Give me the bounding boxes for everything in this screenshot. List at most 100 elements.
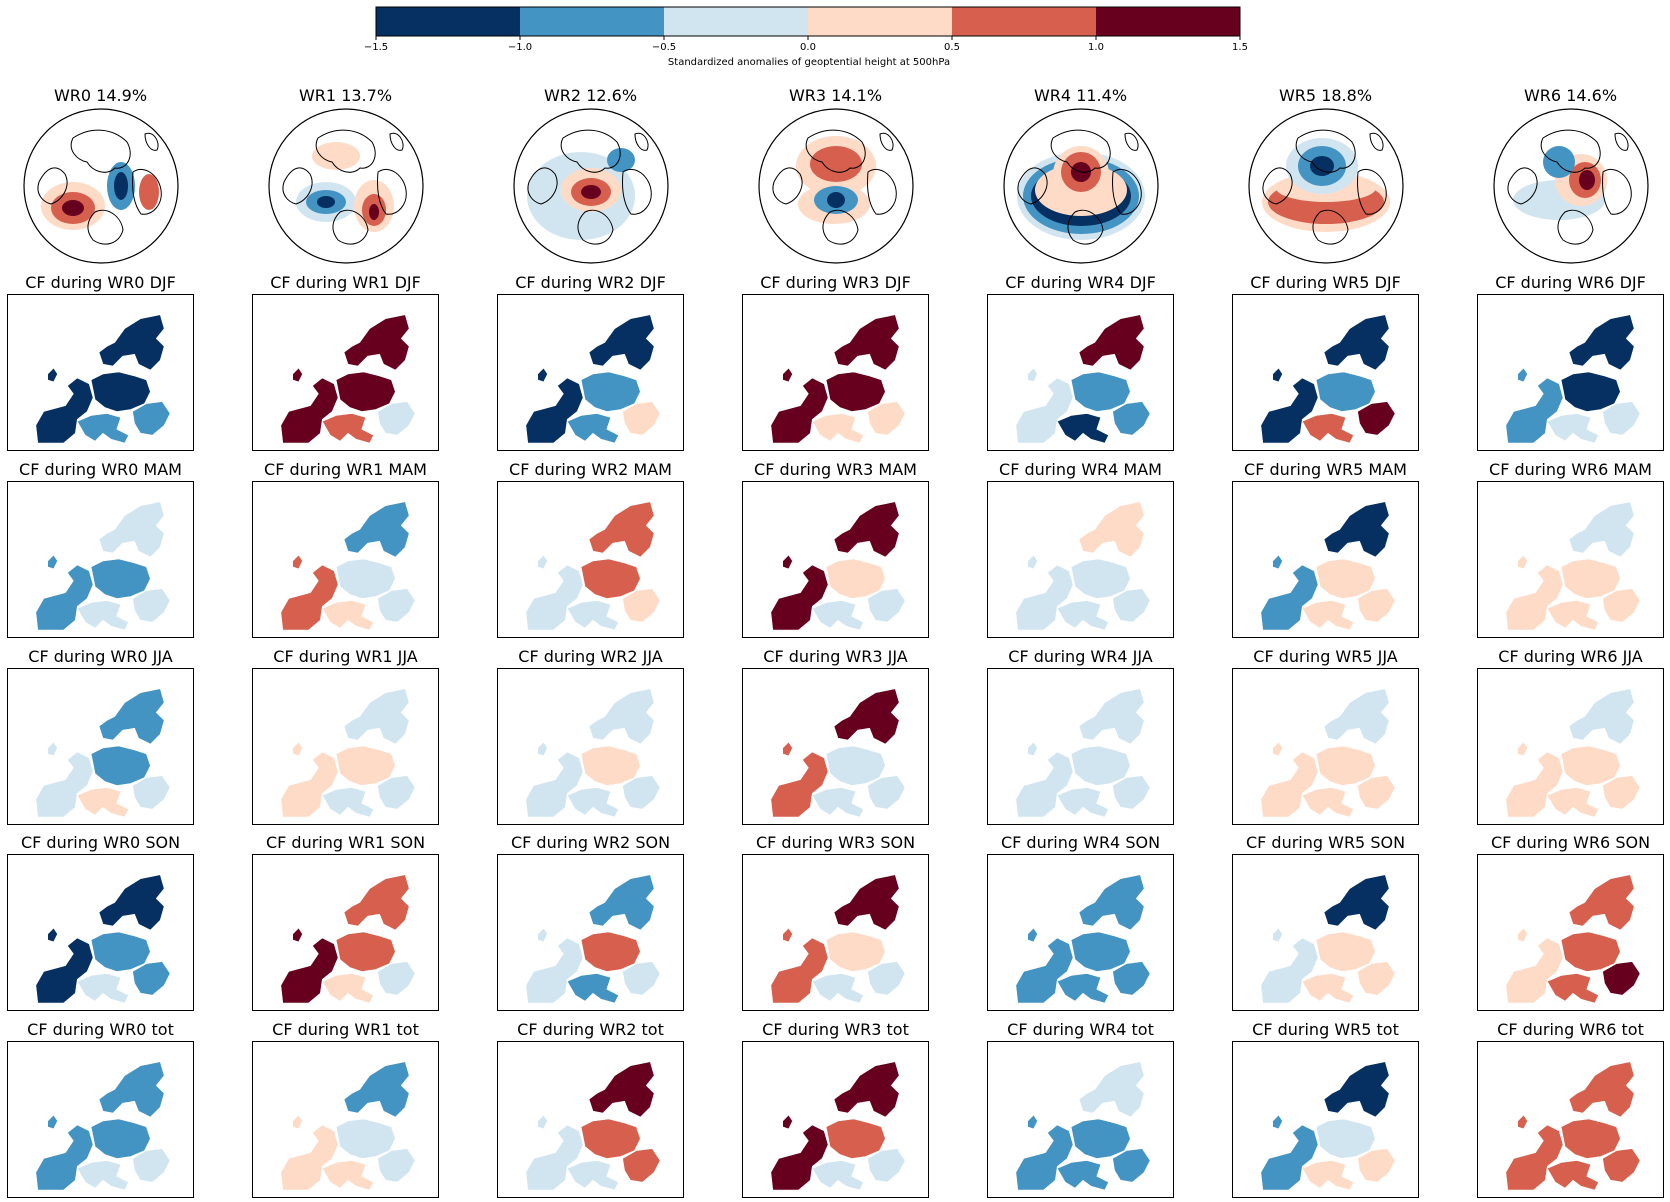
regime-globe-map (1002, 108, 1159, 264)
cf-region-central (90, 931, 151, 972)
coastline (621, 168, 652, 215)
cf-region-east (867, 961, 906, 996)
cf-region-central (580, 371, 641, 412)
cf-panel-title: CF during WR3 tot (762, 1020, 909, 1039)
cf-region-north (1078, 688, 1145, 745)
cf-region-east (377, 961, 416, 996)
cf-region-north (833, 688, 900, 745)
coastline (527, 167, 558, 205)
cf-map-frame (497, 481, 684, 638)
cf-region-north (98, 1061, 165, 1118)
cf-region-islands (1517, 927, 1528, 943)
cf-region-west (770, 564, 829, 631)
anomaly-contour (316, 196, 335, 208)
cf-map (280, 874, 416, 1004)
cf-region-west (525, 564, 584, 631)
cf-panel-title: CF during WR0 SON (20, 833, 181, 852)
cf-panel-title: CF during WR6 MAM (1489, 460, 1652, 479)
cf-region-central (335, 1118, 396, 1159)
coastline (87, 209, 124, 245)
cf-region-islands (1517, 741, 1528, 757)
cf-region-central (1070, 371, 1131, 412)
cf-region-central (1315, 1118, 1376, 1159)
cf-region-east (1357, 588, 1396, 623)
cf-map (525, 314, 661, 444)
cf-region-central (1070, 1118, 1131, 1159)
cf-map-frame (1477, 1041, 1664, 1198)
cf-map-frame (742, 294, 929, 451)
cf-region-north (1078, 874, 1145, 931)
cf-region-east (867, 401, 906, 436)
cf-map (35, 501, 171, 631)
globe-outline (1247, 108, 1404, 264)
cf-map (280, 1061, 416, 1191)
cf-panel-title: CF during WR4 tot (1007, 1020, 1154, 1039)
cf-region-central (1070, 558, 1131, 599)
cf-panel-title: CF during WR1 SON (265, 833, 426, 852)
cf-region-south (1301, 973, 1355, 1004)
cf-region-islands (1027, 927, 1038, 943)
coastline (878, 132, 893, 151)
regime-globe (267, 107, 425, 265)
cf-region-north (588, 874, 655, 931)
cf-panel-title: CF during WR3 DJF (760, 273, 911, 292)
cf-region-east (867, 775, 906, 810)
cf-region-west (770, 937, 829, 1004)
cf-region-islands (1272, 927, 1283, 943)
cf-map (1260, 1061, 1396, 1191)
cf-map-frame (1232, 1041, 1419, 1198)
anomaly-contour (113, 172, 128, 200)
cf-region-north (588, 501, 655, 558)
cf-map (1260, 874, 1396, 1004)
cf-region-east (1357, 961, 1396, 996)
regime-globe-map (757, 108, 914, 264)
cf-region-islands (1027, 367, 1038, 383)
anomaly-contour (580, 185, 601, 199)
cf-map (1505, 688, 1641, 818)
cf-map (1505, 874, 1641, 1004)
cf-region-west (1505, 1124, 1564, 1191)
cf-region-south (321, 787, 375, 818)
colorbar-tick-label: −0.5 (651, 42, 677, 53)
cf-panel-title: CF during WR3 JJA (763, 647, 908, 666)
cf-region-east (1357, 775, 1396, 810)
cf-region-central (335, 558, 396, 599)
cf-region-east (867, 1148, 906, 1183)
cf-region-north (1568, 874, 1635, 931)
cf-map (35, 688, 171, 818)
cf-map (1260, 688, 1396, 818)
regime-globe (22, 107, 180, 265)
cf-panel-title: CF during WR6 tot (1497, 1020, 1644, 1039)
cf-map-frame (1232, 294, 1419, 451)
cf-panel-title: CF during WR4 SON (1000, 833, 1161, 852)
cf-region-central (90, 1118, 151, 1159)
coastline (1123, 132, 1138, 151)
cf-map-frame (1477, 854, 1664, 1011)
cf-panel-title: CF during WR0 tot (27, 1020, 174, 1039)
cf-region-central (580, 931, 641, 972)
cf-region-south (1301, 413, 1355, 444)
cf-region-islands (1517, 554, 1528, 570)
cf-panel-title: CF during WR1 JJA (273, 647, 418, 666)
coastline (282, 167, 313, 205)
coastline (1262, 167, 1293, 205)
cf-map-frame (742, 1041, 929, 1198)
cf-panel-title: CF during WR2 DJF (515, 273, 666, 292)
cf-region-east (1602, 775, 1641, 810)
cf-panel-title: CF during WR4 JJA (1008, 647, 1153, 666)
cf-panel-title: CF during WR2 tot (517, 1020, 664, 1039)
cf-region-islands (47, 367, 58, 383)
regime-globe (512, 107, 670, 265)
coastline (1540, 129, 1601, 173)
cf-map (770, 874, 906, 1004)
cf-region-north (833, 874, 900, 931)
cf-region-north (1078, 314, 1145, 371)
regime-title: WR5 18.8% (1278, 86, 1373, 105)
cf-region-east (1602, 401, 1641, 436)
cf-region-south (321, 1160, 375, 1191)
cf-map-frame (497, 294, 684, 451)
cf-region-south (811, 1160, 865, 1191)
cf-map-frame (7, 294, 194, 451)
cf-region-islands (782, 1114, 793, 1130)
cf-region-north (98, 874, 165, 931)
